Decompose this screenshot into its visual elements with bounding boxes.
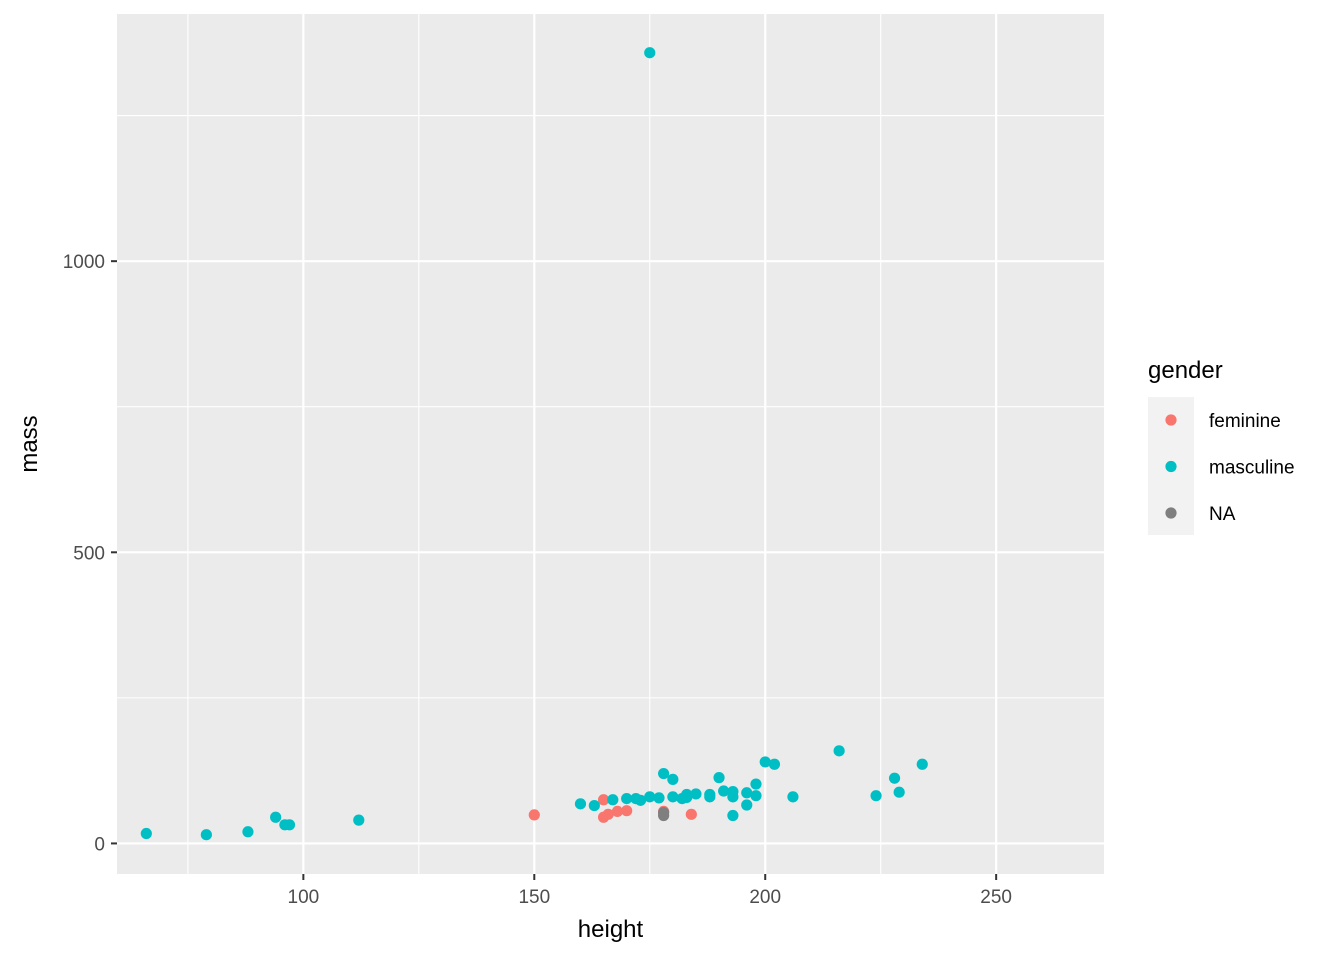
data-point-masculine [750, 778, 762, 790]
legend-key-masculine [1165, 460, 1177, 473]
data-point-masculine [768, 758, 781, 770]
data-point-masculine [888, 772, 901, 784]
legend-label-masculine: masculine [1209, 458, 1295, 479]
data-point-feminine [597, 794, 610, 806]
data-point-masculine [140, 827, 152, 840]
plot-panel [117, 14, 1104, 874]
data-point-na [658, 806, 670, 819]
legend-items: feminine masculine NA [1165, 411, 1295, 525]
data-points [140, 47, 928, 841]
data-point-feminine [602, 808, 614, 820]
data-point-masculine [741, 787, 753, 799]
data-point-masculine [667, 791, 679, 803]
data-point-masculine [658, 767, 670, 780]
y-tick-label: 1000 [63, 252, 105, 273]
data-point-masculine [916, 758, 928, 770]
data-point-masculine [704, 791, 716, 803]
data-point-masculine [242, 826, 254, 838]
data-point-masculine [741, 799, 753, 811]
data-point-masculine [200, 829, 212, 841]
data-point-masculine [759, 756, 771, 768]
data-point-masculine [588, 799, 600, 812]
x-tick-label: 100 [288, 887, 320, 908]
data-point-masculine [270, 811, 282, 823]
data-point-masculine [833, 745, 845, 757]
data-point-feminine [528, 809, 540, 821]
data-point-masculine [893, 786, 905, 798]
data-point-masculine [713, 772, 725, 784]
data-point-masculine [283, 819, 296, 831]
data-point-feminine [621, 805, 633, 817]
data-point-masculine [644, 791, 656, 803]
legend-key-feminine [1165, 414, 1177, 426]
legend-label-feminine: feminine [1209, 411, 1281, 432]
data-point-masculine [634, 794, 647, 806]
data-point-masculine [353, 814, 365, 826]
x-axis-title: height [578, 916, 644, 943]
legend-title: gender [1148, 357, 1223, 384]
y-tick-label: 500 [73, 543, 105, 564]
legend-label-na: NA [1209, 504, 1236, 525]
data-point-masculine [727, 809, 739, 822]
data-point-masculine [681, 788, 693, 801]
y-axis-title: mass [16, 415, 43, 472]
data-point-masculine [787, 791, 799, 803]
data-point-masculine [667, 773, 679, 785]
x-axis: 100 150 200 250 [288, 874, 1012, 908]
legend: gender feminine masculine NA [1148, 357, 1295, 535]
data-point-feminine [685, 808, 697, 820]
y-axis: 0 500 1000 [63, 252, 117, 855]
y-tick-label: 0 [94, 834, 105, 855]
grid-minor [117, 14, 1104, 874]
data-point-masculine [718, 785, 730, 797]
data-point-masculine [653, 792, 665, 804]
data-point-masculine [644, 47, 656, 59]
data-point-masculine [574, 798, 587, 810]
data-point-masculine [607, 794, 619, 806]
data-point-feminine [611, 805, 624, 818]
x-tick-label: 200 [749, 887, 781, 908]
grid-major [117, 14, 1104, 874]
legend-key-na [1165, 507, 1177, 519]
data-point-masculine [750, 790, 762, 802]
data-point-masculine [621, 792, 633, 805]
x-tick-label: 250 [980, 887, 1012, 908]
data-point-masculine [727, 791, 739, 803]
data-point-masculine [870, 790, 882, 802]
x-tick-label: 150 [518, 887, 550, 908]
data-point-masculine [690, 788, 702, 800]
